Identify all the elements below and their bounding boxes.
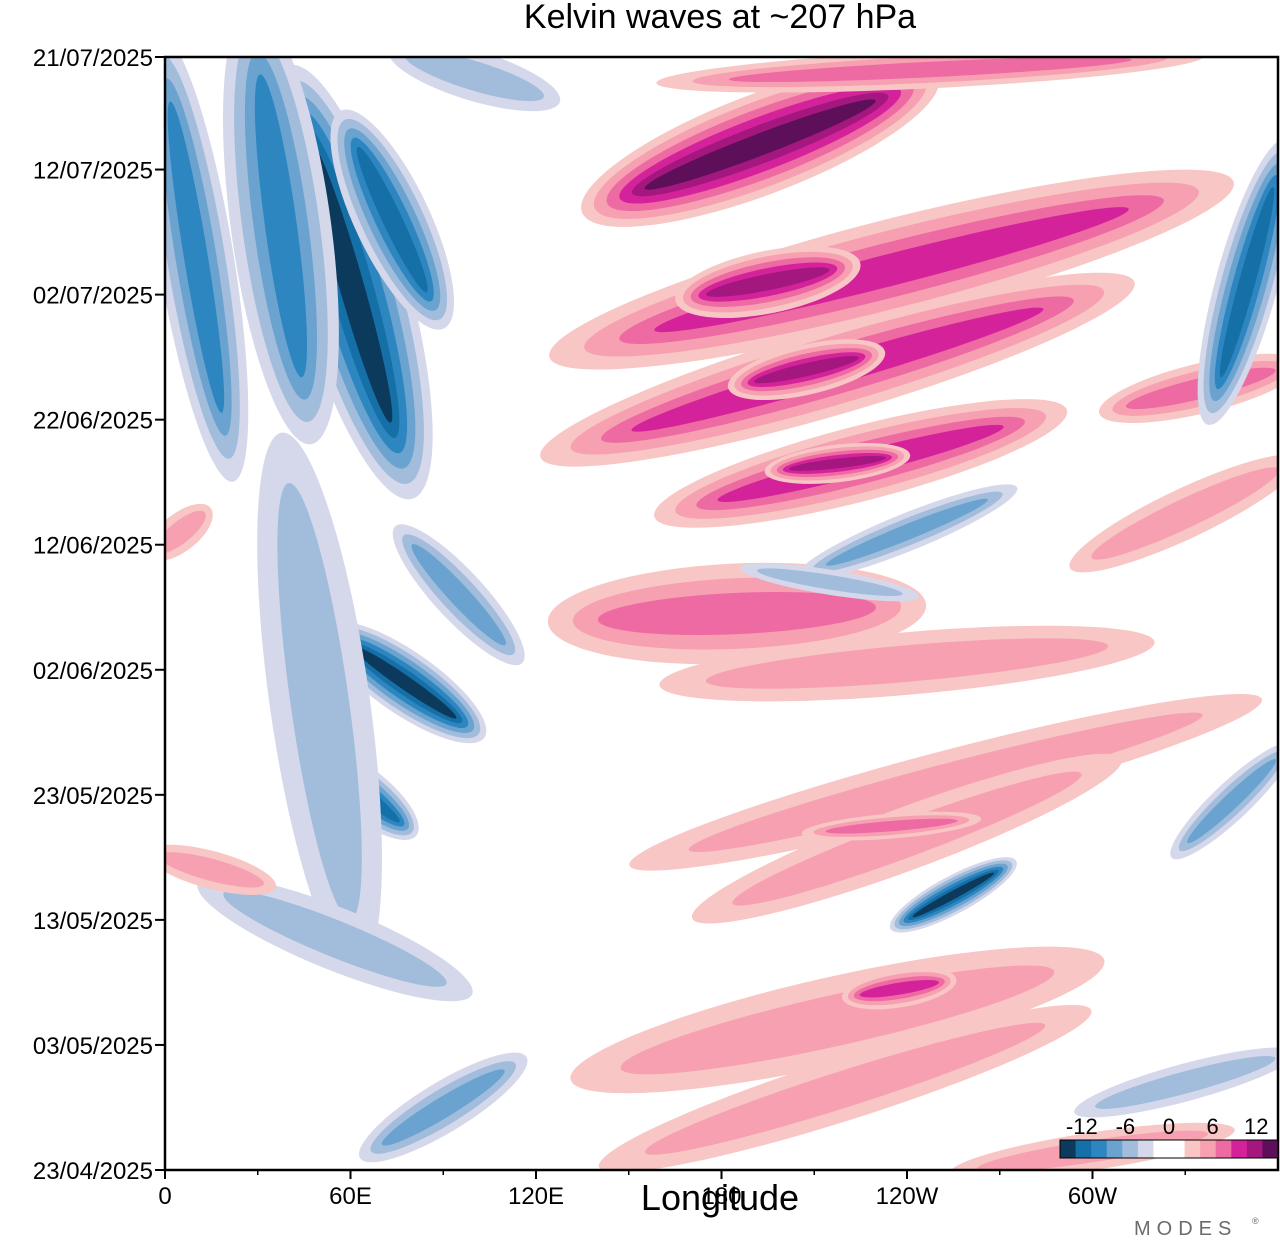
negative-anomaly-contour (1187, 759, 1277, 844)
positive-anomaly-contour (688, 712, 1203, 853)
positive-anomaly-contour (706, 267, 830, 297)
colorbar-swatch (1246, 1140, 1263, 1158)
colorbar-swatch (1169, 1140, 1186, 1158)
colorbar-label: 12 (1244, 1114, 1268, 1139)
colorbar-swatch (1137, 1140, 1154, 1158)
negative-anomaly-contour (1095, 1055, 1276, 1109)
y-tick-label: 12/07/2025 (33, 158, 153, 185)
positive-anomaly-contour (1091, 467, 1278, 560)
x-tick-label: 0 (158, 1183, 171, 1210)
negative-anomaly-contour (1219, 186, 1275, 378)
y-axis: 23/04/2025 03/05/2025 13/05/2025 23/05/2025… (33, 45, 165, 1185)
positive-anomaly-contour (754, 355, 859, 384)
colorbar-swatch (1091, 1140, 1108, 1158)
colorbar-swatch (1262, 1140, 1279, 1158)
colorbar-label: -12 (1066, 1114, 1098, 1139)
positive-anomaly-contour (645, 1022, 1046, 1155)
colorbar-label: 6 (1206, 1114, 1218, 1139)
negative-anomaly-contour (254, 74, 308, 378)
positive-anomaly-contour (165, 510, 206, 554)
y-tick-label: 03/05/2025 (33, 1033, 153, 1060)
colorbar-swatch (1106, 1140, 1123, 1158)
colorbar-swatch (1075, 1140, 1092, 1158)
positive-anomaly-contour (644, 99, 876, 190)
negative-anomaly-contour (308, 141, 393, 423)
x-tick-label: 180 (701, 1183, 741, 1210)
x-tick-label: 60W (1068, 1183, 1118, 1210)
negative-anomaly-contour (912, 872, 995, 918)
positive-anomaly-contour (728, 57, 1132, 83)
negative-anomaly-contour (277, 482, 362, 920)
colorbar-frame (1059, 1139, 1279, 1159)
x-axis: 0 60E 120E 180 120W 60W (158, 1170, 1186, 1210)
negative-anomaly-contour (381, 1069, 505, 1146)
colorbar-swatch (1231, 1140, 1248, 1158)
colorbar-label: -6 (1116, 1114, 1136, 1139)
y-tick-label: 12/06/2025 (33, 533, 153, 560)
colorbar-swatch (1200, 1140, 1217, 1158)
x-axis-title: Longitude (641, 1177, 799, 1218)
negative-anomaly-contour (356, 146, 428, 293)
negative-anomaly-contour (223, 890, 447, 987)
colorbar-label: 0 (1163, 1114, 1175, 1139)
y-tick-label: 23/05/2025 (33, 783, 153, 810)
positive-anomaly-contour (165, 852, 264, 888)
y-tick-label: 21/07/2025 (33, 45, 153, 72)
x-tick-label: 120W (876, 1183, 939, 1210)
positive-anomaly-contour (597, 591, 877, 636)
positive-anomaly-contour (705, 638, 1109, 689)
y-tick-label: 02/07/2025 (33, 283, 153, 310)
y-tick-label: 02/06/2025 (33, 658, 153, 685)
y-tick-label: 22/06/2025 (33, 408, 153, 435)
negative-anomaly-contour (756, 568, 903, 597)
negative-anomaly-contour (411, 543, 506, 646)
chart-title: Kelvin waves at ~207 hPa (524, 0, 916, 36)
negative-anomaly-contour (825, 498, 989, 566)
x-tick-label: 60E (329, 1183, 372, 1210)
positive-anomaly-contour (732, 771, 1082, 906)
colorbar-swatch (1184, 1140, 1201, 1158)
registered-mark: ® (1252, 1216, 1259, 1226)
y-tick-label: 13/05/2025 (33, 908, 153, 935)
positive-anomaly-contour (859, 979, 939, 998)
y-tick-label: 23/04/2025 (33, 1158, 153, 1185)
colorbar-swatch (1215, 1140, 1232, 1158)
colorbar-swatch (1153, 1140, 1170, 1158)
anomaly-field (165, 57, 1278, 1170)
negative-anomaly-contour (352, 645, 457, 719)
colorbar-swatch (1122, 1140, 1139, 1158)
colorbar-swatch (1060, 1140, 1077, 1158)
negative-anomaly-contour (167, 101, 225, 413)
x-tick-label: 120E (508, 1183, 564, 1210)
negative-anomaly-contour (404, 57, 544, 102)
positive-anomaly-contour (825, 818, 958, 834)
colorbar: -12 -6 0 6 12 (1059, 1114, 1279, 1159)
modes-logo: MODES (1134, 1218, 1237, 1240)
positive-anomaly-contour (788, 456, 886, 471)
